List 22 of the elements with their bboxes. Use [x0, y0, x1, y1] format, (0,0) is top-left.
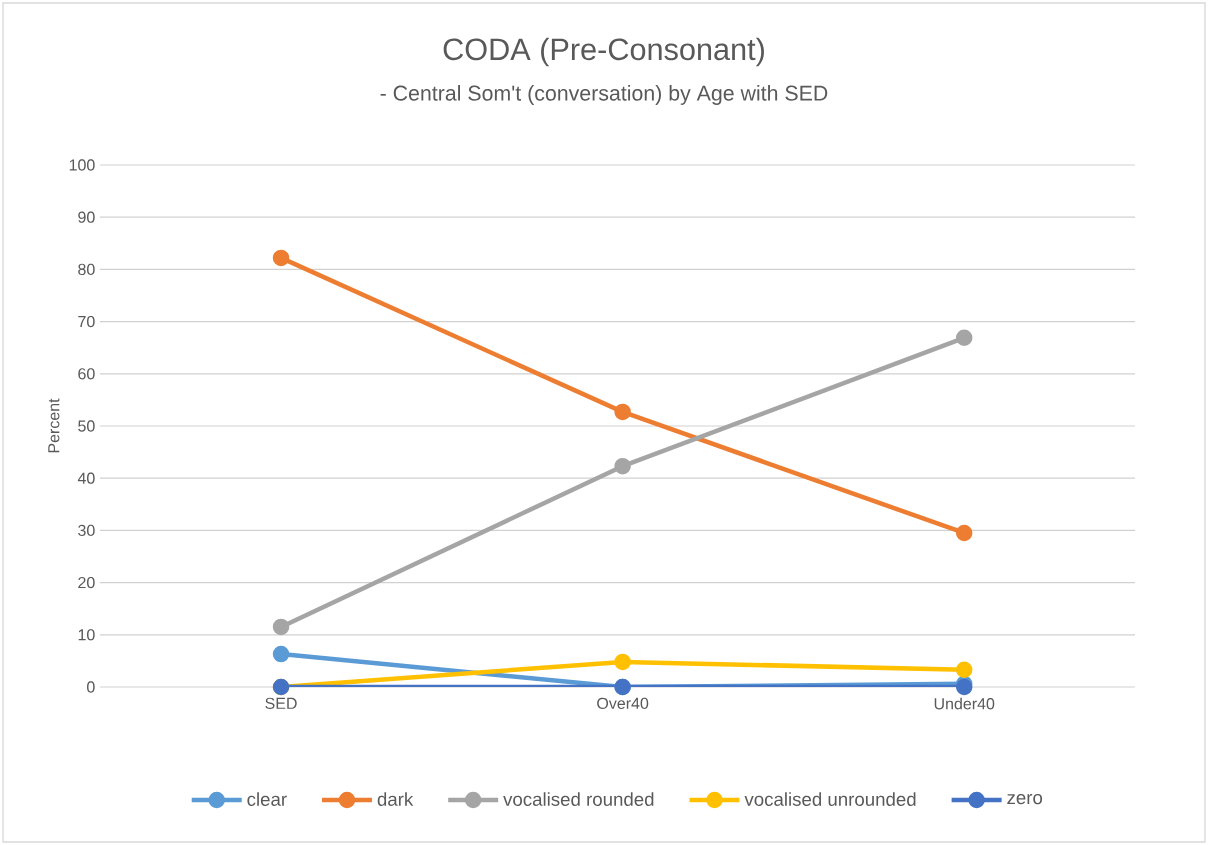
x-tick-label: Over40	[597, 697, 649, 710]
y-tick-label: 90	[78, 211, 95, 223]
y-tick-label: 80	[78, 263, 95, 276]
y-axis-title: Percent	[48, 398, 60, 453]
y-tick-label: 30	[78, 524, 95, 537]
y-tick-label: 0	[87, 681, 95, 693]
legend-label: zero	[1007, 793, 1043, 805]
legend-label: vocalised unrounded	[744, 792, 916, 806]
y-tick-label: 40	[77, 472, 95, 484]
legend-label: clear	[247, 792, 287, 806]
legend-label: vocalised rounded	[503, 792, 654, 806]
y-tick-label: 60	[78, 368, 95, 380]
chart-title: CODA (Pre-Consonant)	[443, 37, 764, 67]
y-tick-label: 100	[69, 159, 95, 171]
chart-subtitle: - Central Som't (conversation) by Age with SED	[380, 85, 828, 105]
x-tick-label: Under40	[934, 697, 995, 710]
y-tick-label: 50	[78, 420, 95, 432]
y-tick-label: 70	[78, 315, 95, 328]
y-tick-label: 20	[78, 576, 95, 589]
x-tick-label: SED	[265, 697, 297, 710]
legend-label: dark	[377, 792, 414, 806]
y-tick-label: 10	[78, 629, 95, 641]
